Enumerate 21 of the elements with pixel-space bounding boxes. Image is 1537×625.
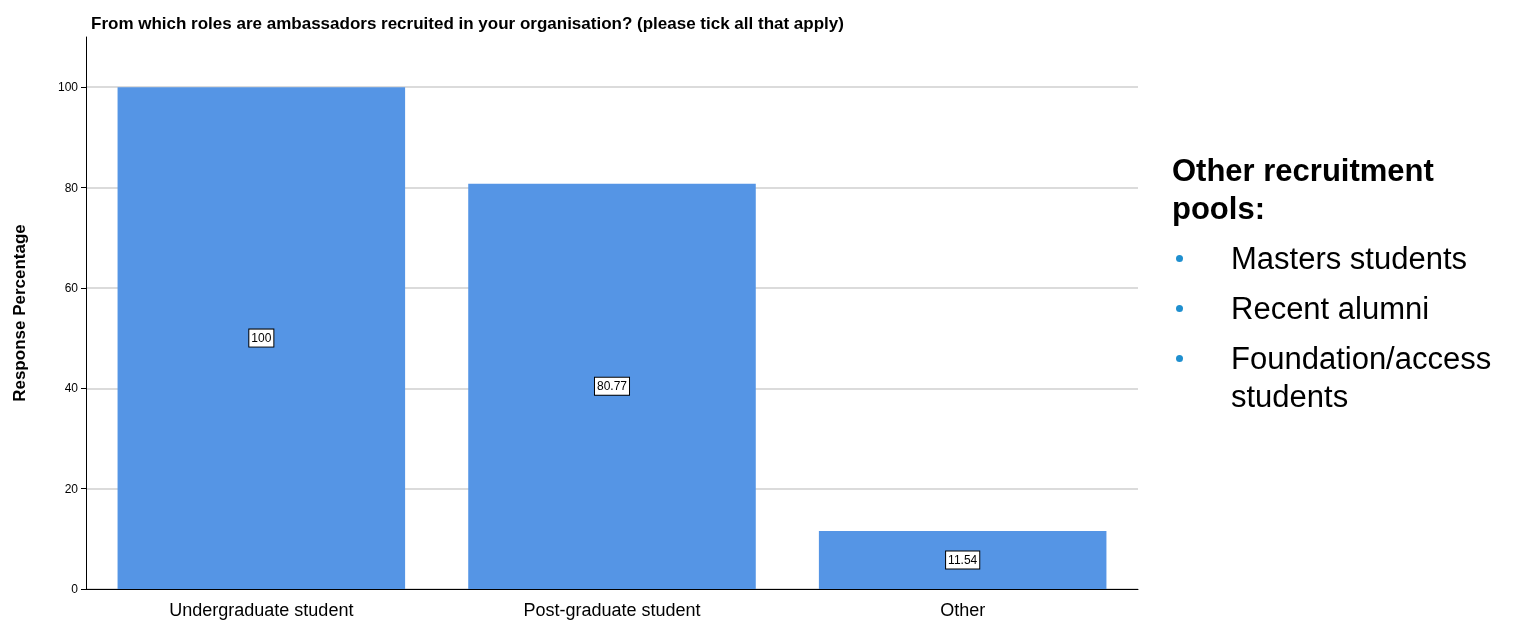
x-tick-label: Post-graduate student [523, 600, 701, 620]
chart-title: From which roles are ambassadors recruited in your organisation? (please tick all that apply) [91, 14, 844, 33]
y-tick-label: 20 [64, 481, 79, 496]
x-tick-label: Undergraduate student [169, 600, 354, 620]
y-tick-label: 40 [64, 381, 79, 396]
x-tick-label: Other [940, 600, 986, 620]
y-axis-title: Response Percentage [10, 224, 29, 402]
text: Masters students [1230, 240, 1469, 278]
bar [117, 87, 406, 589]
y-tick-label: 0 [71, 582, 79, 596]
y-tick-label: 80 [64, 180, 79, 195]
y-tick-label: 60 [64, 280, 79, 295]
data-label: 11.54 [948, 553, 978, 568]
text: Foundation/access students [1230, 340, 1493, 416]
bar [468, 183, 756, 589]
y-tick-label: 100 [57, 80, 79, 95]
text: Other recruitment pools: [1172, 152, 1435, 228]
data-label: 100 [251, 331, 272, 346]
data-label: 80.77 [596, 379, 628, 394]
text: Recent alumni [1230, 290, 1431, 328]
bar [818, 531, 1107, 589]
